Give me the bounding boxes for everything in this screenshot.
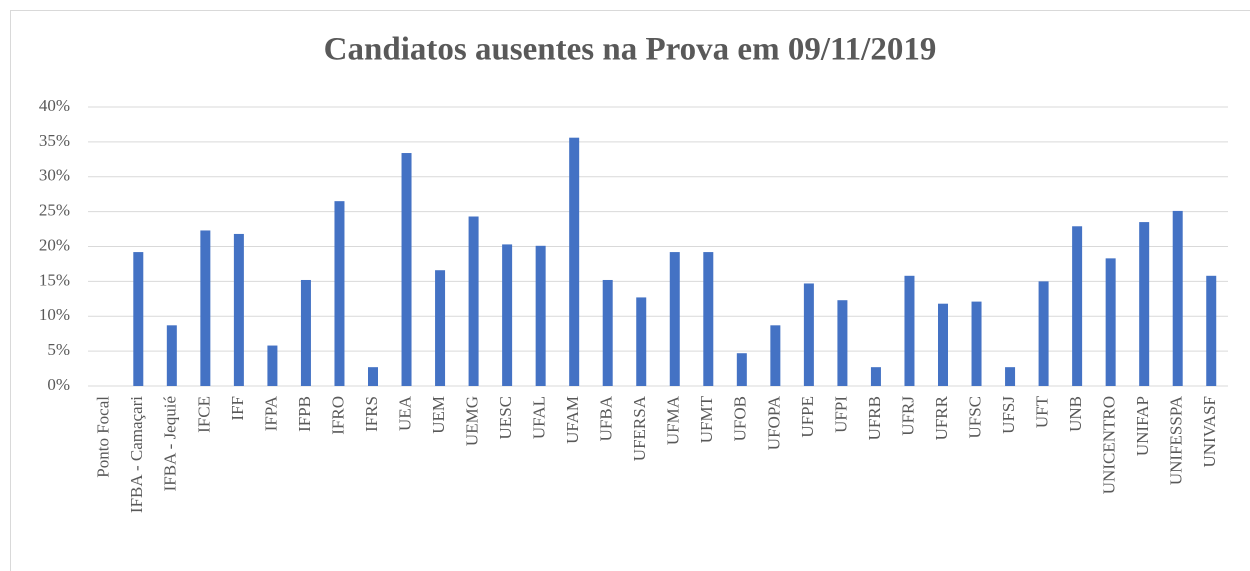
x-tick-label: UFAM xyxy=(563,396,582,444)
bar xyxy=(166,325,177,386)
bar xyxy=(267,345,278,386)
x-tick-label: UFPI xyxy=(831,396,850,433)
x-tick-label: UNICENTRO xyxy=(1100,396,1119,494)
bar xyxy=(669,252,680,386)
x-tick-label: UEMG xyxy=(462,396,481,446)
y-tick-label: 15% xyxy=(39,270,70,289)
x-tick-label: IFRS xyxy=(362,396,381,432)
x-tick-label: IFBA - Jequié xyxy=(161,396,180,491)
x-tick-label: UESC xyxy=(496,396,515,439)
bar xyxy=(1005,367,1016,386)
bar xyxy=(770,325,781,386)
bar xyxy=(401,153,412,386)
bar xyxy=(435,270,446,386)
x-tick-label: IFF xyxy=(228,396,247,421)
y-tick-label: 25% xyxy=(39,201,70,220)
bar xyxy=(1105,258,1116,386)
y-tick-label: 30% xyxy=(39,166,70,185)
x-tick-label: IFPA xyxy=(261,395,280,431)
bar xyxy=(904,275,915,386)
x-tick-label: UEA xyxy=(395,395,414,431)
x-tick-label: UFOPA xyxy=(764,395,783,450)
x-tick-label: UFERSA xyxy=(630,395,649,461)
y-tick-label: 10% xyxy=(39,305,70,324)
x-tick-label: UFBA xyxy=(597,395,616,441)
bar xyxy=(837,300,848,386)
x-tick-label: UFAL xyxy=(530,396,549,439)
bar xyxy=(200,230,211,386)
x-tick-label: UNIFESSPA xyxy=(1167,395,1186,485)
chart-border xyxy=(10,10,1250,571)
x-tick-label: UNIFAP xyxy=(1133,396,1152,456)
bar xyxy=(133,252,144,386)
bar xyxy=(535,245,546,386)
x-tick-label: UFMT xyxy=(697,395,716,443)
bar xyxy=(938,303,948,386)
x-tick-label: UFOB xyxy=(731,396,750,441)
x-tick-label: UFSC xyxy=(965,396,984,439)
y-tick-label: 5% xyxy=(47,340,70,359)
chart-title: Candiatos ausentes na Prova em 09/11/201… xyxy=(324,32,937,68)
x-tick-label: IFCE xyxy=(194,396,213,433)
bar xyxy=(1172,210,1183,386)
bar xyxy=(602,279,613,386)
bar xyxy=(1206,275,1217,386)
x-tick-label: UNIVASF xyxy=(1200,396,1219,468)
bar xyxy=(870,367,881,386)
x-tick-label: UFMA xyxy=(664,395,683,445)
x-tick-label: UFT xyxy=(1032,395,1051,428)
x-tick-label: IFRO xyxy=(328,396,347,435)
bar xyxy=(636,297,647,386)
bar xyxy=(1038,281,1049,386)
x-tick-label: Ponto Focal xyxy=(94,396,113,478)
bar xyxy=(736,353,747,386)
bar xyxy=(971,301,982,386)
bar xyxy=(334,201,345,386)
bar xyxy=(233,233,244,386)
x-tick-label: UFPE xyxy=(798,396,817,438)
x-tick-label: UFSJ xyxy=(999,396,1018,434)
x-tick-label: UFRJ xyxy=(898,396,917,436)
x-tick-label: UNB xyxy=(1066,396,1085,432)
y-tick-label: 40% xyxy=(39,96,70,115)
x-tick-label: IFBA - Camaçari xyxy=(127,396,146,513)
bar xyxy=(1139,222,1150,386)
y-tick-label: 0% xyxy=(47,375,70,394)
bar xyxy=(569,137,580,386)
bar xyxy=(1072,226,1083,386)
bar xyxy=(502,244,513,386)
y-tick-label: 20% xyxy=(39,235,70,254)
bar xyxy=(368,367,378,386)
y-tick-label: 35% xyxy=(39,131,70,150)
bar xyxy=(468,216,479,386)
bar xyxy=(803,283,814,386)
x-tick-label: UFRR xyxy=(932,395,951,440)
x-tick-label: UFRB xyxy=(865,396,884,440)
x-tick-label: IFPB xyxy=(295,396,314,432)
bar xyxy=(703,252,714,386)
bar xyxy=(300,279,311,386)
x-tick-label: UEM xyxy=(429,396,448,434)
